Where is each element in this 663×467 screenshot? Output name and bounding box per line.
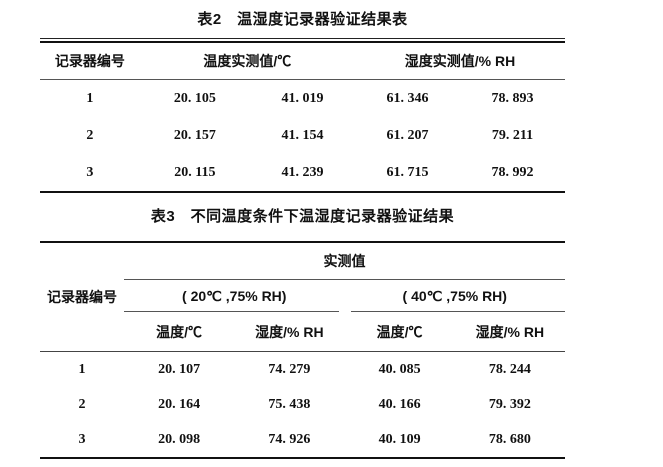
cell-temp-1: 20. 157: [173, 127, 216, 143]
cell-20c-temp: 20. 107: [124, 351, 235, 387]
table-row: 2 20. 157 41. 154 61. 207 79. 211: [40, 117, 565, 154]
cell-temp-2: 41. 239: [281, 164, 324, 180]
cell-hum-2: 79. 211: [491, 127, 534, 143]
cell-hum-1: 61. 346: [386, 90, 429, 106]
table3-condition-row: ( 20℃ ,75% RH) ( 40℃ ,75% RH): [40, 280, 565, 313]
cell-temp-1: 20. 105: [173, 90, 216, 106]
cell-recorder-id: 2: [86, 127, 94, 143]
cell-recorder-id: 1: [86, 90, 94, 106]
table2-header-temperature: 温度实测值/℃: [139, 42, 355, 80]
cell-hum-1: 61. 207: [386, 127, 429, 143]
table3-title: 表3 不同温度条件下温湿度记录器验证结果: [150, 208, 455, 225]
cell-hum-1: 61. 715: [386, 164, 429, 180]
table3-subheader-hum-2: 湿度/% RH: [475, 323, 545, 340]
table3-multi-condition-validation: 记录器编号 实测值 ( 20℃ ,75% RH) ( 40℃ ,75% RH) …: [40, 241, 565, 459]
cell-recorder-id: 1: [40, 351, 124, 387]
cell-20c-temp: 20. 164: [158, 396, 201, 412]
cell-temp-1: 20. 115: [174, 164, 216, 180]
table3-subheader-hum-1: 湿度/% RH: [255, 323, 324, 340]
cell-hum-2: 78. 992: [491, 164, 534, 180]
table3-measured-row: 记录器编号 实测值: [40, 242, 565, 305]
cell-40c-temp: 40. 109: [378, 431, 421, 447]
table-row: 1 20. 105 41. 019 61. 346 78. 893: [40, 80, 565, 118]
cell-temp-2: 41. 154: [281, 127, 324, 143]
cell-recorder-id: 3: [86, 164, 94, 180]
cell-20c-hum: 74. 279: [234, 351, 345, 387]
cell-recorder-id: 3: [78, 431, 86, 447]
cell-40c-temp: 40. 085: [344, 351, 455, 387]
cell-40c-hum: 78. 680: [488, 431, 531, 447]
cell-20c-temp: 20. 098: [158, 431, 201, 447]
table-row: 1 20. 107 74. 279 40. 085 78. 244: [40, 351, 565, 387]
table-row: 3 20. 115 41. 239 61. 715 78. 992: [40, 154, 565, 192]
table3-subheader-temp-2: 温度/℃: [376, 323, 423, 340]
table3-header-recorder-id: 记录器编号: [47, 289, 117, 305]
table3-header-condition-40c: ( 40℃ ,75% RH): [345, 280, 566, 313]
table3-header-condition-20c: ( 20℃ ,75% RH): [124, 280, 345, 313]
tables-area: 表2 温湿度记录器验证结果表 记录器编号 温度实测值/℃ 湿度实测值/% RH …: [40, 0, 565, 459]
table2-wrapper: 记录器编号 温度实测值/℃ 湿度实测值/% RH 1 20. 105 41. 0…: [40, 38, 565, 193]
table-row: 3 20. 098 74. 926 40. 109 78. 680: [40, 422, 565, 458]
table2-header-recorder-id: 记录器编号: [40, 42, 140, 80]
cell-20c-hum: 74. 926: [268, 431, 311, 447]
cell-20c-hum: 75. 438: [268, 396, 311, 412]
table2-recorder-validation: 记录器编号 温度实测值/℃ 湿度实测值/% RH 1 20. 105 41. 0…: [40, 41, 565, 193]
cell-40c-hum: 79. 392: [488, 396, 531, 412]
cell-temp-2: 41. 019: [281, 90, 324, 106]
table-row: 2 20. 164 75. 438 40. 166 79. 392: [40, 387, 565, 422]
table2-title: 表2 温湿度记录器验证结果表: [197, 11, 408, 28]
table3-header-measured-value: 实测值: [124, 242, 565, 280]
cell-hum-2: 78. 893: [491, 90, 534, 106]
table2-header-humidity: 湿度实测值/% RH: [355, 42, 565, 80]
table3-subheader-row: 温度/℃ 湿度/% RH 温度/℃ 湿度/% RH: [40, 312, 565, 352]
cell-recorder-id: 2: [78, 396, 86, 412]
table3-subheader-temp-1: 温度/℃: [156, 323, 203, 340]
cell-40c-hum: 78. 244: [454, 351, 565, 387]
table2-header-row: 记录器编号 温度实测值/℃ 湿度实测值/% RH: [40, 42, 565, 80]
cell-40c-temp: 40. 166: [378, 396, 421, 412]
